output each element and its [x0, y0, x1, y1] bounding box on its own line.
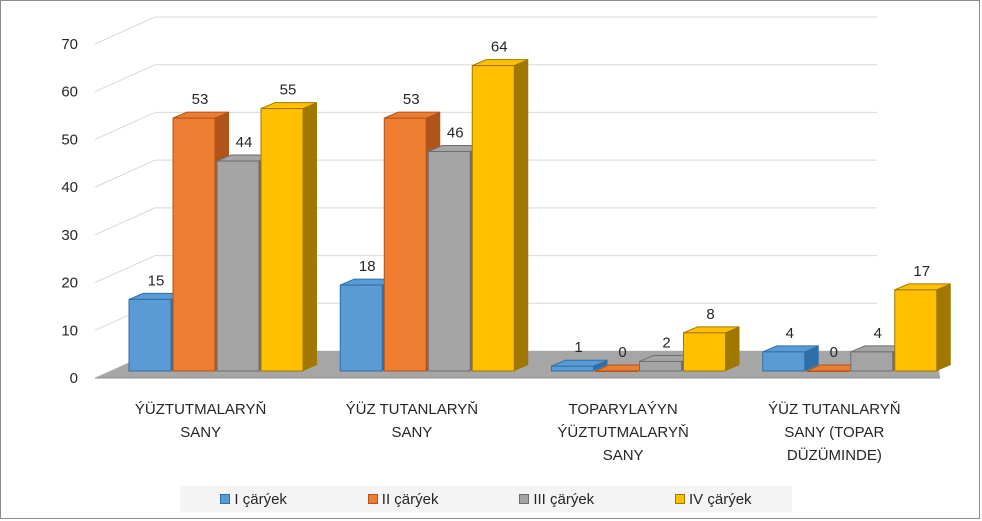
category-label: ÝÜZ TUTANLARYŇ — [768, 400, 901, 418]
data-label: 0 — [618, 344, 626, 361]
gridline-side — [94, 111, 156, 140]
data-label: 18 — [359, 258, 376, 275]
data-label: 4 — [874, 325, 882, 342]
bar — [639, 360, 682, 372]
bar — [260, 108, 304, 372]
data-label: 8 — [706, 306, 714, 323]
bar-side — [804, 345, 819, 371]
gridline-side — [94, 64, 156, 93]
bar — [216, 160, 260, 372]
legend-label: II çärýek — [381, 490, 439, 508]
gridline-side — [94, 255, 156, 284]
legend-swatch — [519, 494, 530, 504]
legend-item: I çärýek — [220, 491, 287, 508]
category-label: ÝÜZTUTMALARYŇ — [557, 423, 688, 441]
bar — [806, 370, 850, 372]
category-label: SANY (TOPAR — [784, 424, 884, 441]
y-tick-label: 70 — [61, 36, 78, 53]
bar — [595, 370, 638, 372]
data-label: 44 — [236, 134, 253, 151]
category-label: TOPARYLAÝYN — [569, 401, 678, 418]
category-label: SANY — [603, 447, 644, 464]
category-label: ÝÜZTUTMALARYŇ — [135, 400, 266, 418]
bar-side — [936, 283, 951, 371]
data-label: 46 — [447, 125, 464, 142]
chart-legend: I çärýek II çärýek III çärýek IV çärýek — [180, 486, 792, 512]
bar — [894, 289, 938, 372]
gridline-side — [94, 16, 156, 45]
bar-side — [593, 360, 608, 371]
bar — [339, 284, 383, 372]
bar — [427, 151, 471, 372]
bar-side — [303, 102, 317, 372]
legend-swatch — [675, 494, 686, 504]
y-tick-label: 20 — [61, 275, 78, 292]
bar — [762, 351, 806, 372]
legend-label: IV çärýek — [689, 490, 752, 508]
bar — [383, 117, 427, 372]
bar — [471, 65, 515, 372]
y-tick-label: 10 — [61, 322, 78, 339]
bar — [850, 351, 894, 372]
bar-side — [725, 326, 740, 371]
data-label: 55 — [280, 82, 297, 99]
y-tick-label: 30 — [61, 227, 78, 244]
bar — [128, 298, 172, 372]
category-label: SANY — [391, 424, 432, 441]
legend-item: II çärýek — [367, 490, 439, 508]
gridline-side — [94, 159, 156, 188]
bar-side — [514, 59, 529, 371]
y-tick-label: 0 — [70, 370, 78, 387]
legend-label: III çärýek — [533, 490, 595, 508]
data-label: 0 — [830, 344, 838, 361]
data-label: 15 — [148, 272, 165, 289]
data-label: 4 — [786, 325, 794, 342]
data-label: 64 — [491, 39, 508, 56]
data-label: 53 — [403, 91, 420, 108]
legend-item: IV çärýek — [675, 491, 752, 508]
gridline-side — [94, 207, 156, 236]
legend-label: I çärýek — [234, 490, 287, 508]
bar — [551, 365, 594, 372]
category-label: DÜZÜMINDE) — [787, 446, 882, 464]
legend-swatch — [367, 494, 378, 504]
y-tick-label: 40 — [61, 179, 78, 196]
legend-item: III çärýek — [519, 491, 594, 508]
bar — [172, 117, 216, 372]
bar — [683, 332, 726, 372]
data-label: 1 — [574, 339, 582, 356]
data-label: 53 — [192, 91, 209, 108]
data-label: 17 — [913, 263, 930, 280]
category-label: SANY — [180, 424, 221, 441]
y-tick-label: 50 — [61, 131, 78, 148]
legend-swatch — [220, 494, 231, 504]
data-label: 2 — [662, 334, 670, 351]
y-tick-label: 60 — [61, 84, 78, 101]
category-label: ÝÜZ TUTANLARYŇ — [346, 400, 479, 418]
